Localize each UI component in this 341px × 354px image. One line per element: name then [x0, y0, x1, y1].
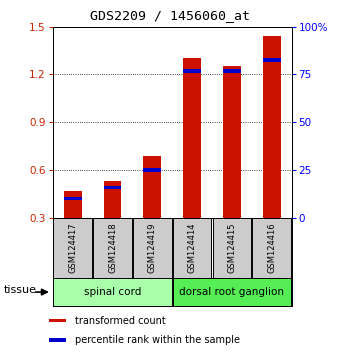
Text: GDS2209 / 1456060_at: GDS2209 / 1456060_at	[90, 9, 251, 22]
Bar	[64, 190, 82, 218]
Text: dorsal root ganglion: dorsal root ganglion	[179, 287, 284, 297]
Text: tissue: tissue	[3, 285, 36, 295]
Bar	[49, 338, 66, 342]
Bar	[223, 69, 241, 73]
Bar	[133, 218, 172, 278]
Text: transformed count: transformed count	[75, 316, 166, 326]
Bar	[212, 218, 251, 278]
Text: GSM124414: GSM124414	[188, 223, 197, 273]
Bar	[64, 197, 82, 200]
Text: GSM124415: GSM124415	[227, 223, 236, 273]
Bar	[263, 36, 281, 218]
Bar	[183, 58, 201, 218]
Bar	[252, 218, 291, 278]
Text: GSM124416: GSM124416	[267, 222, 276, 273]
Bar	[104, 181, 121, 218]
Bar	[49, 319, 66, 322]
Text: GSM124419: GSM124419	[148, 223, 157, 273]
Bar	[263, 58, 281, 62]
Bar	[54, 278, 172, 306]
Bar	[223, 67, 241, 218]
Bar	[143, 156, 161, 218]
Bar	[54, 218, 92, 278]
Text: GSM124417: GSM124417	[68, 222, 77, 273]
Bar	[143, 168, 161, 172]
Text: GSM124418: GSM124418	[108, 222, 117, 273]
Text: spinal cord: spinal cord	[84, 287, 141, 297]
Text: percentile rank within the sample: percentile rank within the sample	[75, 335, 240, 345]
Bar	[173, 278, 291, 306]
Bar	[173, 218, 211, 278]
Bar	[93, 218, 132, 278]
Bar	[183, 69, 201, 73]
Bar	[104, 186, 121, 189]
